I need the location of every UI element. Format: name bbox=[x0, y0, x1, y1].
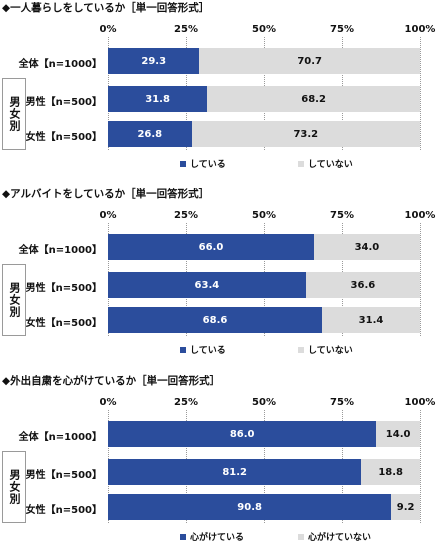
legend-swatch bbox=[298, 533, 304, 540]
row-label: 全体【n=1000】 bbox=[18, 59, 102, 70]
x-tick-label: 50% bbox=[252, 24, 276, 35]
bar-segment: 90.8 bbox=[108, 494, 392, 520]
gridline bbox=[420, 37, 422, 150]
data-label: 31.4 bbox=[358, 314, 384, 326]
data-label: 14.0 bbox=[385, 428, 411, 440]
x-tick-label: 75% bbox=[330, 397, 354, 408]
x-tick-label: 25% bbox=[174, 24, 198, 35]
bar-segment: 63.4 bbox=[108, 272, 306, 298]
group-label: 男女別 bbox=[8, 96, 21, 132]
bar-segment: 68.6 bbox=[108, 307, 323, 333]
x-tick-label: 75% bbox=[330, 210, 354, 221]
row-label: 女性【n=500】 bbox=[25, 132, 102, 143]
data-label: 9.2 bbox=[396, 501, 415, 513]
legend-label: していない bbox=[308, 160, 353, 170]
legend-item: している bbox=[180, 157, 226, 170]
row-label: 全体【n=1000】 bbox=[18, 432, 102, 443]
row-label: 女性【n=500】 bbox=[25, 505, 102, 516]
bar-segment: 36.6 bbox=[305, 272, 420, 298]
data-label: 90.8 bbox=[237, 501, 262, 513]
group-label-box: 男女別 bbox=[2, 264, 26, 336]
legend-swatch bbox=[298, 160, 304, 167]
bar-segment: 73.2 bbox=[191, 121, 420, 147]
data-label: 29.3 bbox=[141, 55, 167, 67]
legend-item: していない bbox=[298, 157, 353, 170]
row-label: 男性【n=500】 bbox=[25, 97, 102, 108]
chart-title: ◆外出自粛を心がけているか［単一回答形式］ bbox=[2, 375, 221, 387]
bar-segment: 29.3 bbox=[108, 48, 200, 74]
data-label: 73.2 bbox=[293, 128, 319, 140]
bar-segment: 14.0 bbox=[376, 421, 420, 447]
row-label: 男性【n=500】 bbox=[25, 470, 102, 481]
legend-swatch bbox=[298, 346, 304, 353]
bar-segment: 81.2 bbox=[108, 459, 362, 485]
x-tick-label: 0% bbox=[99, 24, 117, 35]
gridline bbox=[420, 223, 422, 336]
chart-title: ◆一人暮らしをしているか［単一回答形式］ bbox=[2, 2, 210, 14]
data-label: 34.0 bbox=[354, 241, 380, 253]
bar-segment: 31.8 bbox=[108, 86, 208, 112]
row-label: 男性【n=500】 bbox=[25, 283, 102, 294]
bar-segment: 31.4 bbox=[322, 307, 420, 333]
chart-panel-1: ◆一人暮らしをしているか［単一回答形式］ 0% 25% 50% 75% 100% 全体【n=… bbox=[0, 0, 441, 180]
x-tick-label: 100% bbox=[404, 210, 436, 221]
legend-swatch bbox=[180, 160, 186, 167]
group-label-box: 男女別 bbox=[2, 451, 26, 523]
legend-label: していない bbox=[308, 346, 353, 356]
chart-title: ◆アルバイトをしているか［単一回答形式］ bbox=[2, 188, 210, 200]
group-label: 男女別 bbox=[8, 469, 21, 505]
bar-segment: 70.7 bbox=[199, 48, 420, 74]
gridline bbox=[420, 410, 422, 523]
legend-label: 心がけている bbox=[190, 533, 245, 543]
chart-panel-3: ◆外出自粛を心がけているか［単一回答形式］ 0% 25% 50% 75% 100% 全体【n… bbox=[0, 373, 441, 553]
data-label: 63.4 bbox=[194, 279, 220, 291]
x-tick-label: 0% bbox=[99, 397, 117, 408]
x-tick-label: 50% bbox=[252, 210, 276, 221]
group-label: 男女別 bbox=[8, 282, 21, 318]
x-tick-label: 100% bbox=[404, 24, 436, 35]
data-label: 68.2 bbox=[301, 93, 326, 105]
legend-swatch bbox=[180, 533, 186, 540]
legend-item: していない bbox=[298, 343, 353, 356]
x-tick-label: 25% bbox=[174, 210, 198, 221]
legend-label: 心がけていない bbox=[308, 533, 372, 543]
legend-item: している bbox=[180, 343, 226, 356]
legend-swatch bbox=[180, 346, 186, 353]
chart-panel-2: ◆アルバイトをしているか［単一回答形式］ 0% 25% 50% 75% 100% 全体【n=… bbox=[0, 186, 441, 366]
legend-item: 心がけていない bbox=[298, 530, 371, 543]
bar-segment: 18.8 bbox=[361, 459, 420, 485]
bar-segment: 66.0 bbox=[108, 234, 314, 260]
x-tick-label: 50% bbox=[252, 397, 276, 408]
data-label: 81.2 bbox=[222, 466, 248, 478]
row-label: 全体【n=1000】 bbox=[18, 245, 102, 256]
data-label: 70.7 bbox=[297, 55, 323, 67]
x-tick-label: 0% bbox=[99, 210, 117, 221]
bar-segment: 9.2 bbox=[391, 494, 420, 520]
data-label: 18.8 bbox=[378, 466, 403, 478]
legend-label: している bbox=[190, 346, 226, 356]
x-tick-label: 100% bbox=[404, 397, 436, 408]
group-label-box: 男女別 bbox=[2, 78, 26, 150]
data-label: 31.8 bbox=[145, 93, 170, 105]
data-label: 66.0 bbox=[198, 241, 224, 253]
bar-segment: 86.0 bbox=[108, 421, 377, 447]
legend-item: 心がけている bbox=[180, 530, 244, 543]
bar-segment: 68.2 bbox=[207, 86, 420, 112]
bar-segment: 26.8 bbox=[108, 121, 192, 147]
data-label: 26.8 bbox=[137, 128, 163, 140]
x-tick-label: 25% bbox=[174, 397, 198, 408]
bar-segment: 34.0 bbox=[313, 234, 420, 260]
data-label: 86.0 bbox=[229, 428, 255, 440]
legend-label: している bbox=[190, 160, 226, 170]
data-label: 68.6 bbox=[202, 314, 228, 326]
data-label: 36.6 bbox=[350, 279, 376, 291]
row-label: 女性【n=500】 bbox=[25, 318, 102, 329]
x-tick-label: 75% bbox=[330, 24, 354, 35]
